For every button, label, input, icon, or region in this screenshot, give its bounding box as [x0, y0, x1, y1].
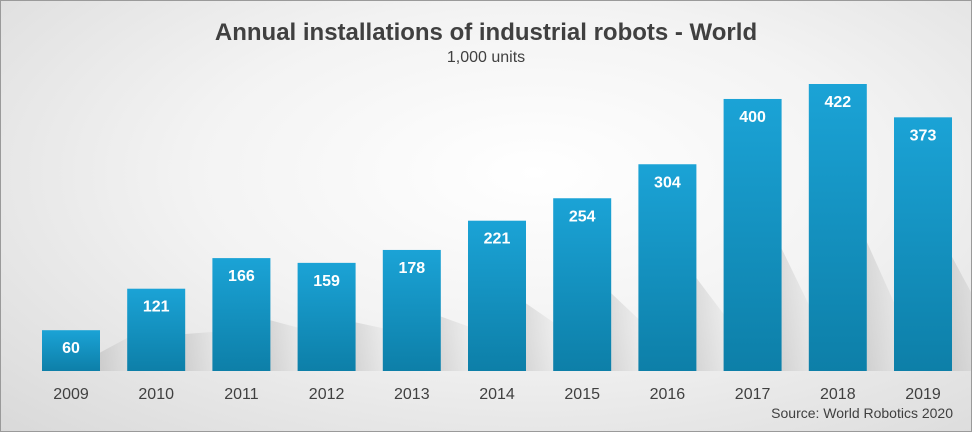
x-tick-2017: 2017 — [735, 386, 771, 403]
x-tick-2016: 2016 — [650, 386, 686, 403]
value-label-2015: 254 — [569, 208, 596, 225]
value-label-2016: 304 — [654, 174, 681, 191]
x-tick-2012: 2012 — [309, 386, 345, 403]
value-label-2013: 178 — [398, 260, 425, 277]
x-tick-2019: 2019 — [905, 386, 941, 403]
bar-2010 — [127, 288, 186, 371]
bar-2016 — [638, 164, 697, 371]
x-tick-2014: 2014 — [479, 386, 515, 403]
x-tick-2011: 2011 — [224, 386, 259, 403]
chart-subtitle: 1,000 units — [446, 49, 526, 66]
x-tick-2009: 2009 — [53, 386, 89, 403]
bar-2014 — [468, 220, 526, 371]
value-label-2012: 159 — [313, 273, 340, 290]
value-label-2010: 121 — [143, 299, 170, 316]
x-tick-2013: 2013 — [394, 386, 430, 403]
bars-group — [42, 84, 952, 371]
bar-shadow — [952, 256, 971, 371]
bar-2018 — [808, 84, 867, 371]
value-label-2014: 221 — [484, 231, 511, 248]
value-label-2011: 166 — [228, 268, 255, 285]
value-label-2009: 60 — [62, 340, 80, 357]
value-label-2019: 373 — [910, 127, 937, 144]
x-axis-ticks: 2009 2010 2011 2012 2013 2014 2015 2016 2017 2018… — [53, 386, 941, 403]
x-tick-2018: 2018 — [820, 386, 856, 403]
bar-2013 — [382, 249, 441, 371]
source-note: Source: World Robotics 2020 — [771, 405, 953, 421]
bar-2009 — [42, 330, 100, 371]
value-labels: 60 121 166 159 178 221 254 304 400 422 373 — [62, 94, 936, 357]
x-tick-2015: 2015 — [564, 386, 600, 403]
bar-2012 — [297, 262, 356, 371]
value-label-2018: 422 — [824, 94, 851, 111]
x-tick-2010: 2010 — [138, 386, 174, 403]
bar-2011 — [212, 258, 271, 371]
bar-2017 — [723, 98, 782, 371]
value-label-2017: 400 — [739, 109, 766, 126]
bar-2015 — [553, 198, 612, 371]
chart-title: Annual installations of industrial robot… — [214, 19, 758, 46]
bar-2019 — [894, 117, 952, 371]
